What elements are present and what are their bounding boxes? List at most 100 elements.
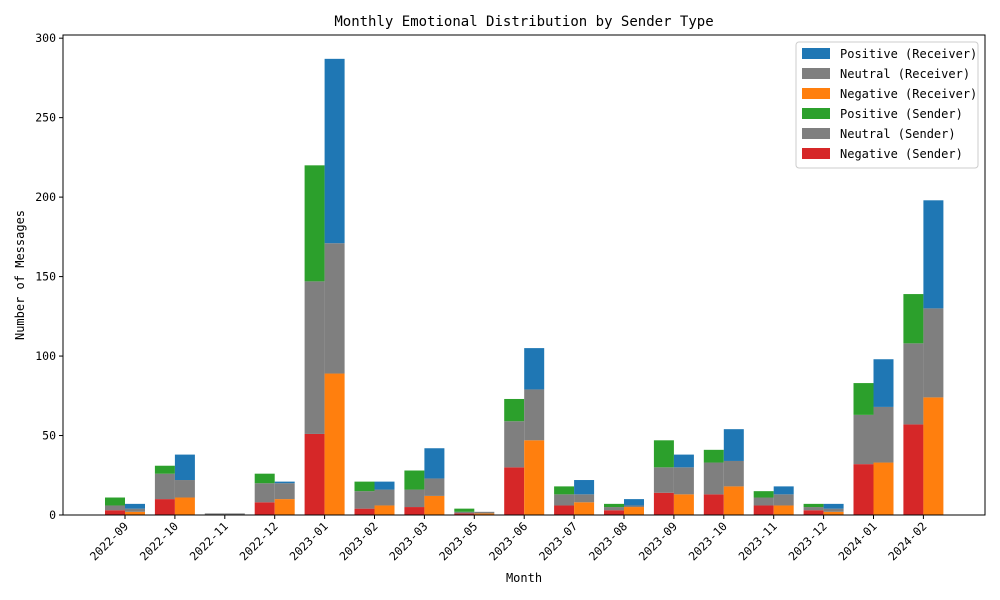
bar-neutral-sender-2023-07 [554,494,575,506]
legend-swatch [802,68,830,79]
bar-negative-sender-2023-03 [404,507,425,515]
bar-negative-sender-2023-07 [554,505,575,515]
bar-negative-receiver-2023-06 [524,440,545,515]
bar-positive-receiver-2022-12 [274,481,295,484]
bar-negative-sender-2023-01 [304,433,325,515]
bar-negative-receiver-2023-08 [624,507,644,515]
legend: Positive (Receiver) Neutral (Receiver) Neg… [795,41,979,169]
bar-neutral-sender-2024-01 [853,414,874,465]
x-tick-label: 2023-10 [686,519,730,563]
bar-neutral-receiver-2023-07 [574,494,595,503]
y-tick-label: 200 [35,190,56,204]
bar-positive-receiver-2023-06 [524,348,545,390]
x-tick-label: 2023-01 [287,519,331,563]
legend-label: Negative (Receiver) [840,87,977,101]
bar-negative-sender-2022-10 [154,499,175,515]
y-axis: 0 50 100 150 200 250 300 [35,31,63,522]
x-tick-label: 2024-01 [835,519,879,563]
bar-negative-sender-2023-05 [454,513,475,515]
legend-swatch [802,88,830,99]
bar-positive-receiver-2023-10 [723,429,744,461]
x-tick-label: 2023-05 [436,519,480,563]
bar-positive-sender-2022-12 [254,473,275,484]
bar-positive-sender-2023-09 [653,440,674,468]
bar-negative-receiver-2023-07 [574,502,595,515]
x-tick-label: 2023-08 [586,519,630,563]
bar-neutral-sender-2024-02 [903,343,924,425]
bar-positive-sender-2024-01 [853,383,874,415]
x-tick-label: 2023-02 [336,519,380,563]
bar-neutral-sender-2022-11 [204,513,225,515]
bar-neutral-receiver-2023-02 [374,489,395,506]
bar-negative-receiver-2023-11 [773,505,794,515]
y-axis-label: Number of Messages [13,210,27,340]
bar-positive-sender-2023-06 [504,398,525,422]
legend-box [795,41,979,169]
bar-positive-sender-2023-02 [354,481,375,492]
bar-neutral-receiver-2023-11 [773,494,794,506]
legend-swatch [802,108,830,119]
bar-negative-receiver-2023-03 [424,495,445,515]
bar-positive-sender-2023-07 [554,486,575,495]
bar-neutral-sender-2022-12 [254,483,275,503]
bar-neutral-receiver-2022-09 [125,508,145,512]
y-tick-label: 300 [35,31,56,45]
bar-neutral-receiver-2023-01 [324,243,345,374]
bar-negative-sender-2023-10 [703,494,724,515]
x-tick-label: 2022-09 [87,519,131,563]
bar-positive-receiver-2023-03 [424,448,445,479]
bar-neutral-sender-2023-10 [703,462,724,495]
bar-negative-receiver-2023-05 [474,513,495,515]
y-tick-label: 150 [35,270,56,284]
bar-neutral-sender-2023-05 [454,511,475,514]
bar-neutral-receiver-2024-01 [873,406,894,463]
bar-positive-sender-2024-02 [903,294,924,344]
bar-positive-receiver-2023-08 [624,499,644,506]
bar-negative-receiver-2023-01 [324,373,345,515]
bar-neutral-sender-2022-10 [154,473,175,500]
bar-negative-sender-2023-11 [753,505,774,515]
bar-positive-receiver-2023-01 [324,58,345,244]
bar-negative-sender-2023-12 [803,510,824,515]
bar-positive-sender-2022-09 [105,497,125,506]
bar-positive-sender-2022-10 [154,465,175,474]
bar-negative-sender-2023-08 [604,510,624,515]
legend-swatch [802,148,830,159]
bar-positive-sender-2023-01 [304,165,325,282]
bar-negative-sender-2023-02 [354,508,375,515]
bar-positive-sender-2023-11 [753,491,774,498]
bars [105,58,944,515]
bar-neutral-sender-2023-08 [604,507,624,511]
bar-negative-sender-2024-02 [903,424,924,515]
y-tick-label: 0 [49,508,56,522]
bar-positive-receiver-2023-02 [374,481,395,490]
bar-neutral-receiver-2024-02 [923,308,944,398]
x-tick-label: 2023-06 [486,519,530,563]
x-tick-label: 2022-12 [237,519,281,563]
bar-positive-sender-2023-12 [803,503,824,508]
x-tick-label: 2023-11 [736,519,780,563]
bar-neutral-receiver-2023-06 [524,389,545,441]
bar-positive-receiver-2024-01 [873,359,894,407]
bar-positive-receiver-2022-09 [125,503,145,509]
legend-label: Neutral (Receiver) [840,67,970,81]
legend-label: Neutral (Sender) [840,127,956,141]
bar-positive-receiver-2023-07 [574,480,595,495]
bar-neutral-sender-2023-01 [304,281,325,434]
legend-label: Negative (Sender) [840,147,963,161]
bar-negative-sender-2022-12 [254,502,275,515]
bar-neutral-receiver-2023-08 [624,505,644,508]
bar-negative-sender-2023-09 [653,492,674,515]
bar-neutral-sender-2023-11 [753,497,774,506]
bar-negative-receiver-2024-02 [923,397,944,515]
bar-neutral-receiver-2022-12 [274,483,295,500]
x-tick-label: 2022-11 [187,519,231,563]
bar-positive-receiver-2022-10 [174,454,195,481]
x-tick-label: 2023-09 [636,519,680,563]
bar-negative-sender-2022-09 [105,510,125,515]
legend-swatch [802,128,830,139]
bar-positive-sender-2023-10 [703,449,724,463]
bar-positive-receiver-2023-12 [823,503,844,509]
bar-neutral-receiver-2022-11 [224,513,245,515]
bar-neutral-sender-2023-06 [504,421,525,468]
